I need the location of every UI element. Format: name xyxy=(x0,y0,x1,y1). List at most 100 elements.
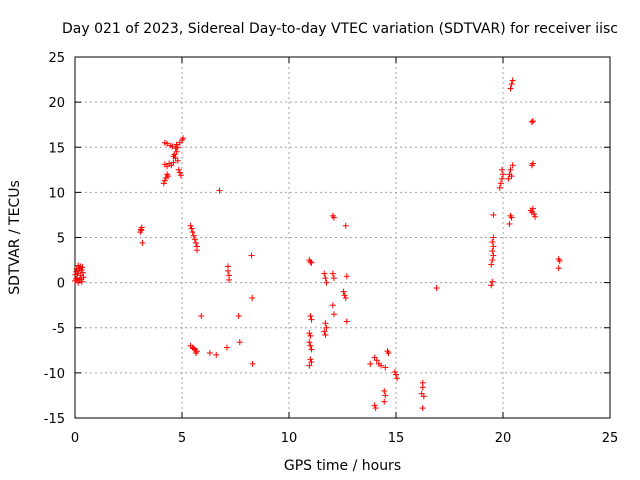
data-point xyxy=(308,346,315,353)
data-point xyxy=(532,213,539,220)
x-tick-label: 25 xyxy=(602,431,619,446)
data-point xyxy=(192,239,199,246)
data-point xyxy=(490,234,497,241)
data-point xyxy=(321,328,328,335)
data-point xyxy=(342,222,349,229)
data-point xyxy=(73,276,80,283)
data-points xyxy=(72,77,563,412)
data-point xyxy=(190,345,197,352)
data-point xyxy=(307,342,314,349)
data-point xyxy=(498,175,505,182)
x-tick-label: 20 xyxy=(495,431,512,446)
data-point xyxy=(249,294,256,301)
y-tick-label: 20 xyxy=(48,96,65,111)
data-point xyxy=(381,398,388,405)
data-point xyxy=(488,282,495,289)
data-point xyxy=(177,172,184,179)
data-point xyxy=(343,318,350,325)
data-point xyxy=(393,371,399,378)
y-axis-label: SDTVAR / TECUs xyxy=(7,180,23,295)
data-point xyxy=(505,175,512,182)
data-point xyxy=(161,177,168,184)
data-point xyxy=(496,184,503,191)
data-point xyxy=(419,384,426,391)
data-point xyxy=(381,387,388,394)
data-point xyxy=(321,270,328,277)
data-point xyxy=(172,145,179,152)
y-tick-label: 25 xyxy=(48,51,65,66)
data-point xyxy=(161,161,168,168)
data-point xyxy=(556,257,563,264)
data-point xyxy=(490,243,497,250)
x-tick-label: 0 xyxy=(71,431,79,446)
y-tick-label: 15 xyxy=(48,141,65,156)
data-point xyxy=(170,153,177,160)
data-point xyxy=(323,324,330,331)
data-point xyxy=(170,159,177,166)
y-tick-label: 10 xyxy=(48,186,65,201)
data-point xyxy=(329,270,336,277)
data-point xyxy=(330,214,337,221)
data-point xyxy=(507,85,514,92)
data-point xyxy=(372,405,379,412)
data-point xyxy=(307,332,314,339)
x-tick-label: 10 xyxy=(281,431,298,446)
data-point xyxy=(160,180,167,187)
data-point xyxy=(394,375,401,382)
data-point xyxy=(433,285,440,292)
data-point xyxy=(341,292,348,299)
data-point xyxy=(190,232,197,239)
data-point xyxy=(306,362,313,369)
data-point xyxy=(529,205,536,212)
data-point xyxy=(420,393,427,400)
data-point xyxy=(165,173,172,180)
data-point xyxy=(371,402,378,409)
x-axis-tick-labels: 0 5 10 15 20 25 xyxy=(71,431,618,446)
data-point xyxy=(187,222,194,229)
data-point xyxy=(323,279,330,286)
data-point xyxy=(164,140,171,147)
data-point xyxy=(169,143,176,150)
data-point xyxy=(329,302,336,309)
data-point xyxy=(382,392,389,399)
data-point xyxy=(489,248,496,255)
data-point xyxy=(330,275,337,282)
data-point xyxy=(306,339,313,346)
data-point xyxy=(508,214,515,221)
data-point xyxy=(497,180,504,187)
data-point xyxy=(529,118,536,125)
data-point xyxy=(198,313,205,320)
data-point xyxy=(528,118,535,125)
data-point xyxy=(175,166,182,173)
data-point xyxy=(531,211,538,218)
data-point xyxy=(307,258,314,265)
data-point xyxy=(236,339,243,346)
data-point xyxy=(308,259,315,266)
data-point xyxy=(180,135,187,142)
data-point xyxy=(506,220,513,227)
data-point xyxy=(508,173,515,180)
chart-title: Day 021 of 2023, Sidereal Day-to-day VTE… xyxy=(62,21,618,37)
x-tick-label: 5 xyxy=(178,431,186,446)
data-point xyxy=(188,225,195,232)
data-point xyxy=(235,313,242,320)
data-point xyxy=(489,257,496,264)
data-point xyxy=(307,356,314,363)
data-point xyxy=(490,211,497,218)
data-point xyxy=(306,330,313,337)
data-point xyxy=(340,288,347,295)
y-tick-label: -10 xyxy=(44,367,65,382)
data-point xyxy=(322,320,329,327)
data-point xyxy=(489,278,496,285)
data-point xyxy=(174,157,181,164)
data-point xyxy=(189,229,196,236)
data-point xyxy=(373,357,380,364)
data-point xyxy=(223,344,230,351)
data-point xyxy=(508,81,515,88)
x-tick-label: 15 xyxy=(388,431,405,446)
data-point xyxy=(173,148,180,155)
data-point xyxy=(342,294,349,301)
data-point xyxy=(385,350,392,357)
data-point xyxy=(191,236,198,243)
data-point xyxy=(509,77,516,84)
